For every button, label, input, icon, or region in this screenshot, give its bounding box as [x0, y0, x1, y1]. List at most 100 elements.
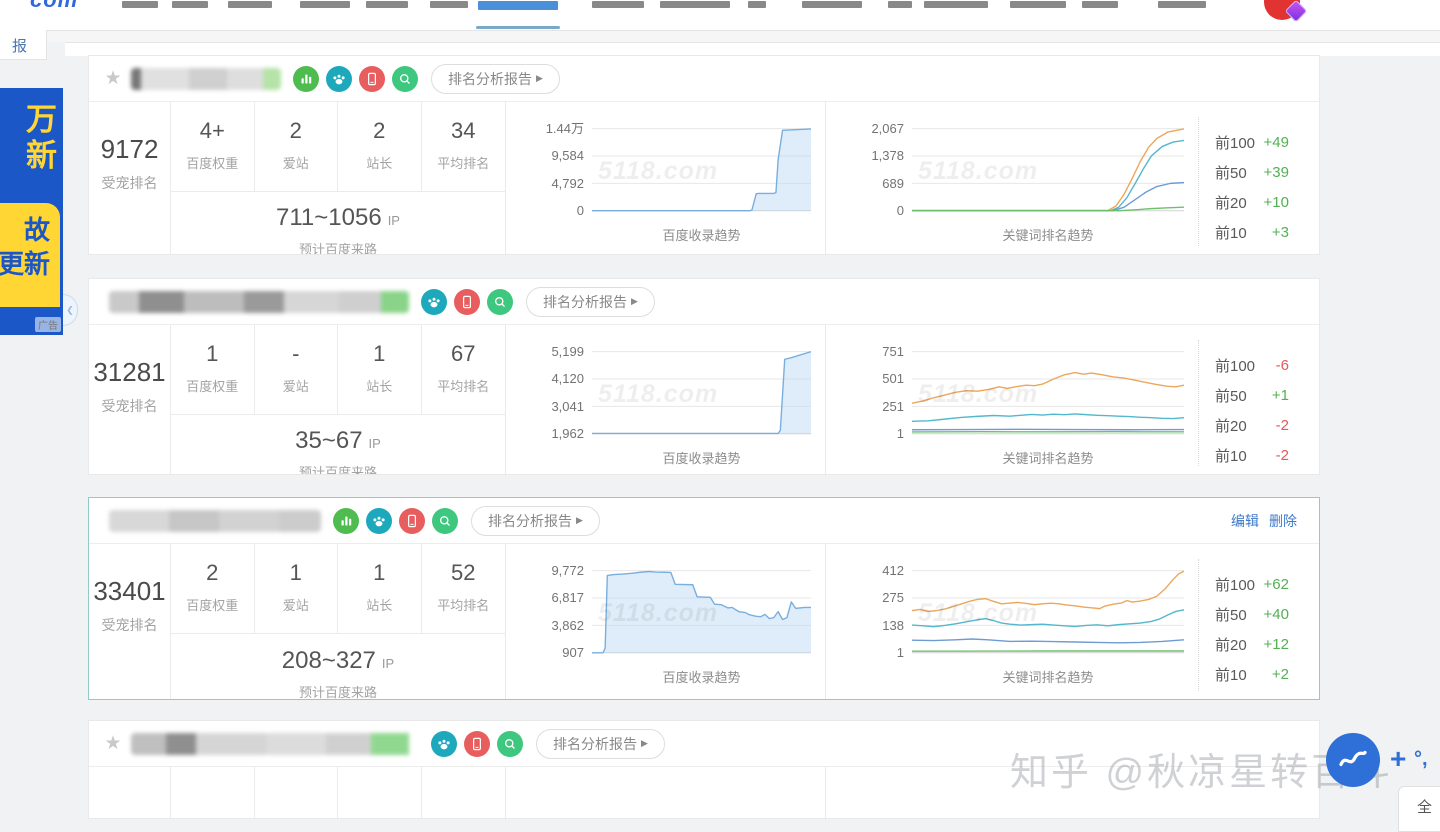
site-logo[interactable]: com — [30, 0, 78, 13]
baidu-index-chart: 1.44万 9,584 4,792 0 5118.com 百度收录趋势 — [506, 102, 826, 254]
card-header: 排名分析报告 ▶ 编辑 删除 — [89, 498, 1319, 544]
mobile-icon[interactable] — [464, 730, 490, 757]
favorite-rank-value: 31281 — [93, 357, 166, 387]
favorite-rank-label: 受宠排名 — [101, 175, 158, 191]
site-card-1: ★ 排名分析报告 ▶ 9172 受宠排名 4+ 百度权重 2 爱站 2 站长 34 平均… — [88, 55, 1320, 255]
nav-item-fragment[interactable] — [1158, 1, 1206, 8]
rank-summary: 前100 +62 前50 +40 前20 +12 前10 +2 — [1198, 559, 1319, 691]
rank-report-button[interactable]: 排名分析报告 ▶ — [431, 63, 560, 94]
arrow-right-icon: ▶ — [631, 296, 638, 306]
baidu-weight-value: 2 — [206, 560, 219, 585]
rank-report-button[interactable]: 排名分析报告 ▶ — [526, 286, 655, 317]
keyword-rank-chart: 751 501 251 1 5118.com 关键词排名趋势 — [826, 325, 1198, 474]
site-name-blurred[interactable] — [131, 67, 281, 90]
search-icon[interactable] — [432, 507, 458, 534]
favorite-rank-label: 受宠排名 — [101, 617, 158, 633]
ad-yellow-box: 故 更新 — [0, 203, 60, 307]
site-name-blurred[interactable] — [131, 732, 419, 755]
chinaz-value: 2 — [373, 118, 386, 143]
baidu-weight-value: 4+ — [199, 118, 225, 143]
rank-report-button[interactable]: 排名分析报告 ▶ — [471, 505, 600, 536]
card-header: ★ 排名分析报告 ▶ — [89, 56, 1319, 102]
nav-item-fragment[interactable] — [172, 1, 208, 8]
mobile-icon[interactable] — [454, 288, 480, 315]
stats-block: 33401 受宠排名 2 百度权重 1 爱站 1 站长 52 平均排名 208~327 I… — [89, 544, 506, 699]
favorite-rank-value: 33401 — [93, 576, 166, 606]
search-icon[interactable] — [497, 730, 523, 757]
ad-text: 万 — [26, 102, 57, 137]
rank-report-button[interactable]: 排名分析报告 ▶ — [536, 728, 665, 759]
search-icon[interactable] — [487, 288, 513, 315]
nav-item-active[interactable] — [478, 1, 558, 10]
baidu-paw-icon[interactable] — [421, 288, 447, 315]
baidu-weight-value: 1 — [206, 341, 219, 366]
nav-item-fragment[interactable] — [1082, 1, 1118, 8]
nav-item-fragment[interactable] — [592, 1, 644, 8]
nav-item-fragment[interactable] — [1010, 1, 1066, 8]
ad-text: 新 — [26, 138, 57, 173]
ad-text: 更新 — [0, 249, 50, 279]
watermark-logo-icon — [1326, 733, 1380, 787]
search-icon[interactable] — [392, 65, 418, 92]
sub-strip — [0, 30, 1440, 42]
baidu-paw-icon[interactable] — [366, 507, 392, 534]
site-card-3: 排名分析报告 ▶ 编辑 删除 33401 受宠排名 2 百度权重 1 爱站 1 站长 … — [88, 497, 1320, 700]
mobile-icon[interactable] — [359, 65, 385, 92]
nav-item-fragment[interactable] — [888, 1, 912, 8]
site-card-4: ★ 排名分析报告 ▶ — [88, 720, 1320, 819]
stats-block — [89, 767, 506, 818]
rank-summary: 前100 +49 前50 +39 前20 +10 前10 +3 — [1198, 117, 1319, 246]
nav-item-fragment[interactable] — [430, 1, 468, 8]
arrow-right-icon: ▶ — [536, 73, 543, 83]
baidu-paw-icon[interactable] — [431, 730, 457, 757]
card-body — [89, 767, 1319, 818]
card-body: 31281 受宠排名 1 百度权重 - 爱站 1 站长 67 平均排名 35~67 IP … — [89, 325, 1319, 474]
site-name-blurred[interactable] — [109, 290, 409, 313]
rank-summary: 前100 -6 前50 +1 前20 -2 前10 -2 — [1198, 340, 1319, 466]
ip-range-value: 35~67 — [295, 427, 363, 454]
nav-item-fragment[interactable] — [228, 1, 272, 8]
site-card-2: 排名分析报告 ▶ 31281 受宠排名 1 百度权重 - 爱站 1 站长 67 平均排名… — [88, 278, 1320, 475]
sidebar-tab-report[interactable]: 报 — [0, 30, 47, 60]
stats-chart-icon[interactable] — [293, 65, 319, 92]
top-navbar: com — [0, 0, 1440, 31]
watermark-dots-icon: °, — [1414, 748, 1428, 770]
favorite-star-icon[interactable]: ★ — [104, 733, 122, 754]
panel-top-strip — [65, 42, 1440, 56]
baidu-paw-icon[interactable] — [326, 65, 352, 92]
stats-block: 9172 受宠排名 4+ 百度权重 2 爱站 2 站长 34 平均排名 711~1056… — [89, 102, 506, 254]
corner-button[interactable]: 全 — [1398, 786, 1440, 832]
aizhan-value: - — [292, 341, 300, 366]
favorite-star-icon[interactable]: ★ — [104, 68, 122, 89]
baidu-index-chart: 5,199 4,120 3,041 1,962 5118.com 百度收录趋势 — [506, 325, 826, 474]
mobile-icon[interactable] — [399, 507, 425, 534]
arrow-right-icon: ▶ — [576, 515, 583, 525]
stats-chart-icon[interactable] — [333, 507, 359, 534]
nav-item-fragment[interactable] — [924, 1, 988, 8]
collapse-handle[interactable]: ❮ — [63, 294, 78, 326]
chinaz-value: 1 — [373, 560, 386, 585]
site-name-blurred[interactable] — [109, 509, 321, 532]
avg-rank-value: 67 — [451, 341, 476, 366]
nav-item-fragment[interactable] — [122, 1, 158, 8]
nav-item-fragment[interactable] — [802, 1, 862, 8]
card-header: ★ 排名分析报告 ▶ — [89, 721, 1319, 767]
ad-banner[interactable]: 万 新 故 更新 广告 — [0, 88, 63, 335]
card-header: 排名分析报告 ▶ — [89, 279, 1319, 325]
ip-range-value: 208~327 — [281, 646, 376, 674]
ad-text: 故 — [23, 215, 50, 245]
nav-item-fragment[interactable] — [660, 1, 730, 8]
ad-label: 广告 — [35, 317, 61, 332]
stats-block: 31281 受宠排名 1 百度权重 - 爱站 1 站长 67 平均排名 35~67 IP … — [89, 325, 506, 474]
aizhan-value: 2 — [289, 118, 302, 143]
delete-link[interactable]: 删除 — [1269, 512, 1297, 529]
baidu-index-chart — [506, 767, 826, 818]
watermark-mark-icon: + — [1390, 743, 1407, 774]
nav-item-fragment[interactable] — [300, 1, 350, 8]
avg-rank-value: 34 — [451, 118, 476, 143]
keyword-rank-chart: 2,067 1,378 689 0 5118.com 关键词排名趋势 — [826, 102, 1198, 254]
edit-link[interactable]: 编辑 — [1231, 512, 1259, 529]
nav-item-fragment[interactable] — [748, 1, 766, 8]
nav-item-fragment[interactable] — [366, 1, 408, 8]
